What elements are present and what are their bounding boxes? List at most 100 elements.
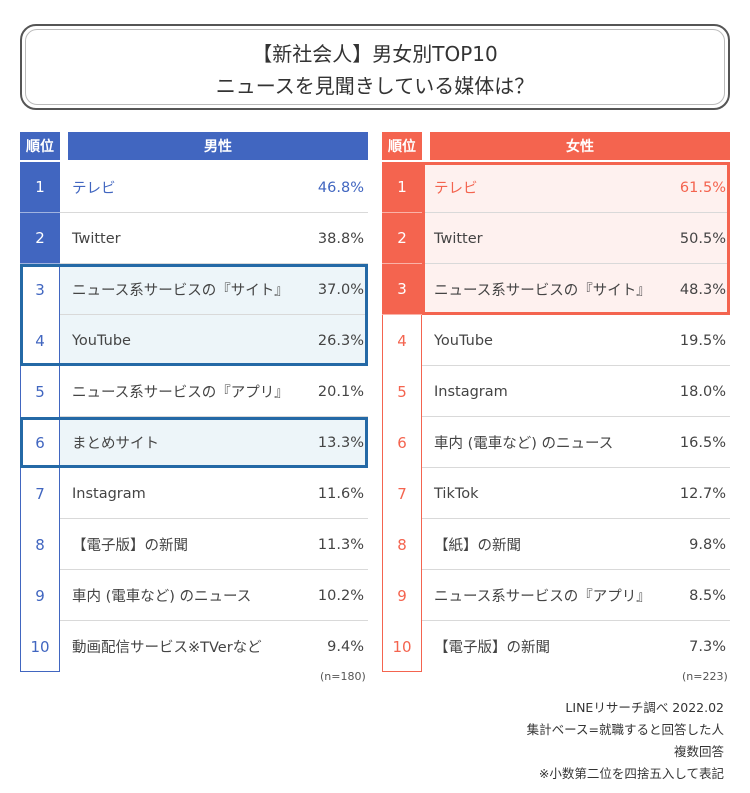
row-divider <box>60 212 368 213</box>
footnote-rounding: ※小数第二位を四捨五入して表記 <box>538 766 724 781</box>
table-row: 8 【電子版】の新聞 11.3% <box>20 519 368 570</box>
row-divider <box>60 416 368 417</box>
row-divider <box>422 569 730 570</box>
rank-cell: 10 <box>392 637 412 656</box>
row-divider <box>422 263 730 264</box>
footnote-base: 集計ベース=就職すると回答した人 <box>526 722 724 737</box>
rank-cell: 3 <box>35 280 45 299</box>
rank-cell: 8 <box>397 535 407 554</box>
table-row: 2 Twitter 50.5% <box>382 213 730 264</box>
male-highlight-bg <box>60 417 368 468</box>
footnote-multiple: 複数回答 <box>673 744 724 759</box>
table-row: 4 YouTube 19.5% <box>382 315 730 366</box>
title-box: 【新社会人】男女別TOP10 ニュースを見聞きしている媒体は？ <box>20 24 730 110</box>
media-label: Twitter <box>72 230 121 247</box>
percent-value: 10.2% <box>317 587 364 604</box>
media-label: TikTok <box>434 485 479 502</box>
table-row: 9 ニュース系サービスの『アプリ』 8.5% <box>382 570 730 621</box>
row-divider <box>422 212 730 213</box>
media-label: Instagram <box>72 485 146 502</box>
table-row: 6 まとめサイト 13.3% <box>20 417 368 468</box>
female-highlight-frame <box>422 162 730 315</box>
table-row: 10 【電子版】の新聞 7.3% <box>382 621 730 672</box>
percent-value: 11.3% <box>317 536 364 553</box>
media-label: 車内 (電車など) のニュース <box>72 589 252 605</box>
percent-value: 11.6% <box>317 485 364 502</box>
row-divider <box>422 518 730 519</box>
rank-cell: 4 <box>397 331 407 350</box>
media-label: 【電子版】の新聞 <box>72 538 188 554</box>
media-label: YouTube <box>72 332 131 349</box>
male-column-header: 男性 <box>68 132 368 160</box>
male-rank-header: 順位 <box>20 132 60 160</box>
media-label: 【電子版】の新聞 <box>434 640 550 656</box>
percent-value: 46.8% <box>317 179 364 196</box>
rank-cell: 1 <box>20 162 60 213</box>
media-label: ニュース系サービスの『サイト』 <box>434 283 651 299</box>
rank-cell: 1 <box>382 162 422 213</box>
male-highlight-frame <box>20 417 368 468</box>
percent-value: 38.8% <box>317 230 364 247</box>
percent-value: 8.5% <box>689 587 726 604</box>
male-highlight-bg <box>60 264 368 366</box>
rank-cell: 6 <box>35 433 45 452</box>
media-label: Instagram <box>434 383 508 400</box>
row-divider <box>60 518 368 519</box>
rank-cell: 3 <box>382 264 422 315</box>
media-label: 【紙】の新聞 <box>434 538 521 554</box>
table-row: 3 ニュース系サービスの『サイト』 48.3% <box>382 264 730 315</box>
male-sample-size: (n=180) <box>320 670 366 683</box>
percent-value: 16.5% <box>679 434 726 451</box>
media-label: ニュース系サービスの『サイト』 <box>72 283 289 299</box>
table-row: 5 ニュース系サービスの『アプリ』 20.1% <box>20 366 368 417</box>
percent-value: 9.8% <box>689 536 726 553</box>
media-label: 動画配信サービス※TVerなど <box>72 640 262 656</box>
table-row: 9 車内 (電車など) のニュース 10.2% <box>20 570 368 621</box>
table-row: 3 ニュース系サービスの『サイト』 37.0% <box>20 264 368 315</box>
footnote-source: LINEリサーチ調べ 2022.02 <box>565 700 724 715</box>
rank-cell: 4 <box>35 331 45 350</box>
rank-cell: 9 <box>397 586 407 605</box>
rank-cell: 5 <box>397 382 407 401</box>
female-highlight-bg <box>422 162 730 315</box>
male-highlight-frame <box>20 264 368 366</box>
row-divider <box>422 365 730 366</box>
percent-value: 13.3% <box>317 434 364 451</box>
table-row: 1 テレビ 61.5% <box>382 162 730 213</box>
chart-title-line2: ニュースを見聞きしている媒体は？ <box>215 74 535 98</box>
table-row: 10 動画配信サービス※TVerなど 9.4% <box>20 621 368 672</box>
table-row: 5 Instagram 18.0% <box>382 366 730 417</box>
percent-value: 12.7% <box>679 485 726 502</box>
female-ranking-table: 順位 女性 1 テレビ 61.5% 2 Twitter 50.5% 3 ニュース系サービスの『サイ… <box>382 132 730 672</box>
percent-value: 50.5% <box>679 230 726 247</box>
rank-cell: 9 <box>35 586 45 605</box>
table-row: 7 TikTok 12.7% <box>382 468 730 519</box>
rank-cell: 2 <box>382 213 422 264</box>
table-row: 1 テレビ 46.8% <box>20 162 368 213</box>
row-divider <box>422 620 730 621</box>
media-label: 車内 (電車など) のニュース <box>434 436 614 452</box>
rank-cell: 10 <box>30 637 50 656</box>
rank-cell: 2 <box>20 213 60 264</box>
chart-title-line1: 【新社会人】男女別TOP10 <box>252 42 498 66</box>
row-divider <box>60 314 368 315</box>
percent-value: 7.3% <box>689 638 726 655</box>
female-sample-size: (n=223) <box>682 670 728 683</box>
media-label: ニュース系サービスの『アプリ』 <box>72 385 289 401</box>
percent-value: 18.0% <box>679 383 726 400</box>
percent-value: 20.1% <box>317 383 364 400</box>
row-divider <box>60 263 368 264</box>
percent-value: 61.5% <box>679 179 726 196</box>
rank-cell: 7 <box>397 484 407 503</box>
media-label: YouTube <box>434 332 493 349</box>
media-label: テレビ <box>72 181 116 197</box>
table-row: 6 車内 (電車など) のニュース 16.5% <box>382 417 730 468</box>
table-row: 7 Instagram 11.6% <box>20 468 368 519</box>
rank-cell: 6 <box>397 433 407 452</box>
row-divider <box>422 467 730 468</box>
media-label: Twitter <box>434 230 483 247</box>
percent-value: 9.4% <box>327 638 364 655</box>
row-divider <box>60 620 368 621</box>
media-label: テレビ <box>434 181 478 197</box>
female-column-header: 女性 <box>430 132 730 160</box>
